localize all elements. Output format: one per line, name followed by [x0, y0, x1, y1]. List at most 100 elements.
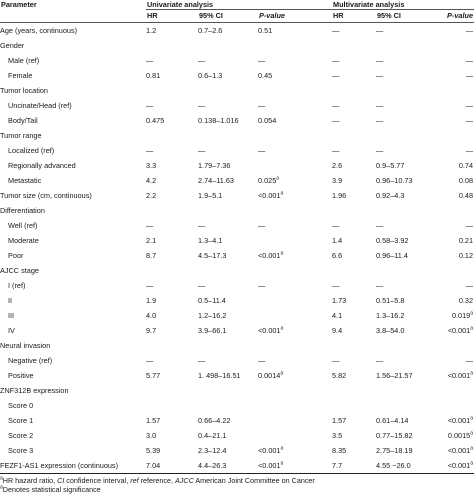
multivariate-hr: 1.4 — [332, 233, 376, 248]
univariate-ci-text: 0.66–4.22 — [198, 416, 231, 425]
univariate-ci: — — [198, 98, 258, 113]
multivariate-pvalue-text: 0.08 — [458, 176, 474, 185]
univariate-ci: 0.4–21.1 — [198, 428, 258, 443]
multivariate-hr: 7.7 — [332, 458, 376, 474]
univariate-ci-text: 2.3–12.4 — [198, 446, 227, 455]
univariate-ci — [198, 203, 258, 218]
multivariate-ci-text: — — [376, 146, 384, 155]
multivariate-pvalue: 0.32 — [434, 293, 474, 308]
multivariate-ci-text: — — [376, 281, 384, 290]
univariate-hr-text: 3.0 — [146, 431, 157, 440]
table-row: Neural invasion — [0, 338, 474, 353]
multivariate-hr-text: — — [332, 356, 340, 365]
row-label: I (ref) — [0, 278, 146, 293]
multivariate-hr-text: 8.35 — [332, 446, 347, 455]
univariate-ci — [198, 383, 258, 398]
univariate-hr: 8.7 — [146, 248, 198, 263]
multivariate-hr-text: — — [332, 26, 340, 35]
row-label-text: Poor — [8, 251, 24, 260]
multivariate-pvalue-text: 0.48 — [458, 191, 474, 200]
multivariate-pvalue — [434, 338, 474, 353]
row-label: ZNF312B expression — [0, 383, 146, 398]
multivariate-ci: — — [376, 98, 434, 113]
multivariate-pvalue-text: <0.001 — [447, 461, 471, 470]
significance-mark: a — [280, 250, 284, 257]
univariate-pvalue — [258, 128, 332, 143]
significance-mark: a — [470, 430, 474, 437]
table-row: ZNF312B expression — [0, 383, 474, 398]
fn-abbrev-text: hazard ratio, — [13, 476, 58, 485]
univariate-hr — [146, 38, 198, 53]
multivariate-ci-text: 0.51–5.8 — [376, 296, 405, 305]
multivariate-ci-text: — — [376, 56, 384, 65]
univariate-hr: 1.57 — [146, 413, 198, 428]
multivariate-hr: 5.82 — [332, 368, 376, 383]
univariate-ci: 4.4–26.3 — [198, 458, 258, 474]
univariate-pvalue — [258, 383, 332, 398]
row-label-text: Differentiation — [0, 206, 45, 215]
multivariate-pvalue: 0.74 — [434, 158, 474, 173]
row-label: Body/Tail — [0, 113, 146, 128]
multivariate-ci-text: 2.75–18.19 — [376, 446, 413, 455]
univariate-hr-text: 0.475 — [146, 116, 165, 125]
multivariate-ci-text: 3.8–54.0 — [376, 326, 405, 335]
univariate-pvalue: 0.45 — [258, 68, 332, 83]
univariate-ci — [198, 398, 258, 413]
multivariate-hr — [332, 38, 376, 53]
row-label-text: Tumor location — [0, 86, 48, 95]
row-label-text: Score 1 — [8, 416, 34, 425]
multivariate-hr-text: 1.57 — [332, 416, 347, 425]
multivariate-ci-text: 0.61–4.14 — [376, 416, 409, 425]
row-label: Tumor size (cm, continuous) — [0, 188, 146, 203]
univariate-hr: — — [146, 143, 198, 158]
footnote-significance: aDenotes statistical significance — [0, 485, 474, 494]
row-label: Score 1 — [0, 413, 146, 428]
table-footnotes: aHR hazard ratio, CI confidence interval… — [0, 474, 474, 494]
header-row-groups: Parameter Univariate analysis Multivaria… — [0, 0, 474, 10]
univariate-ci-text: 4.4–26.3 — [198, 461, 227, 470]
row-label: Age (years, continuous) — [0, 23, 146, 39]
multivariate-ci: — — [376, 143, 434, 158]
univariate-pvalue: — — [258, 143, 332, 158]
fn-abbrev-text: reference, — [138, 476, 175, 485]
univariate-pvalue — [258, 263, 332, 278]
multivariate-ci-text: 1.3–16.2 — [376, 311, 405, 320]
univariate-hr-text: — — [146, 101, 154, 110]
significance-mark: a — [470, 370, 474, 377]
multivariate-pvalue: — — [434, 278, 474, 293]
univariate-pvalue-text: 0.0014 — [258, 371, 281, 380]
univariate-pvalue-text: 0.45 — [258, 71, 273, 80]
multivariate-hr-text: 5.82 — [332, 371, 347, 380]
univariate-hr: 5.77 — [146, 368, 198, 383]
table-row: Age (years, continuous) 1.2 0.7–2.6 0.51 — — — — [0, 23, 474, 39]
multivariate-ci: — — [376, 113, 434, 128]
univariate-hr-text: 4.2 — [146, 176, 157, 185]
row-label-text: Tumor size (cm, continuous) — [0, 191, 92, 200]
row-label: Well (ref) — [0, 218, 146, 233]
row-label: Score 2 — [0, 428, 146, 443]
row-label: Female — [0, 68, 146, 83]
table-row: Score 1 1.57 0.66–4.22 1.57 0.61–4.14 <0.001a — [0, 413, 474, 428]
multivariate-ci: 3.8–54.0 — [376, 323, 434, 338]
univariate-ci: 1.79–7.36 — [198, 158, 258, 173]
multivariate-ci — [376, 203, 434, 218]
significance-mark: a — [470, 415, 474, 422]
multivariate-ci — [376, 38, 434, 53]
univariate-hr: — — [146, 278, 198, 293]
multivariate-pvalue: — — [434, 68, 474, 83]
univariate-pvalue: <0.001a — [258, 323, 332, 338]
row-label-text: ZNF312B expression — [0, 386, 69, 395]
multivariate-ci-text: 4.55 ~26.0 — [376, 461, 411, 470]
multivariate-ci-text: — — [376, 356, 384, 365]
univariate-pvalue: 0.0014a — [258, 368, 332, 383]
row-label: Negative (ref) — [0, 353, 146, 368]
multivariate-ci: 0.58–3.92 — [376, 233, 434, 248]
multivariate-hr-text: — — [332, 116, 340, 125]
footnote-abbreviations: aHR hazard ratio, CI confidence interval… — [0, 475, 315, 485]
multivariate-hr — [332, 383, 376, 398]
row-label: Score 0 — [0, 398, 146, 413]
univariate-hr: 3.0 — [146, 428, 198, 443]
row-label: Neural invasion — [0, 338, 146, 353]
multivariate-ci-text: 0.96–11.4 — [376, 251, 408, 260]
univariate-ci: 1.9–5.1 — [198, 188, 258, 203]
